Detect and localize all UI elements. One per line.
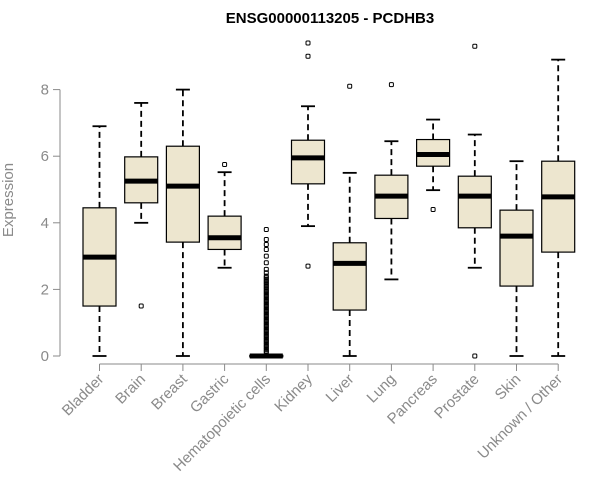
box-group [499, 160, 534, 357]
x-tick-label: Skin [492, 371, 525, 404]
outlier-point [263, 246, 269, 252]
outlier-point [305, 53, 311, 59]
box-group [332, 83, 367, 357]
box-group [82, 125, 117, 357]
x-tick-label: Brain [112, 371, 149, 408]
box-group [457, 43, 492, 359]
box [165, 145, 200, 243]
outlier-point [305, 263, 311, 269]
box-group [249, 226, 284, 359]
outlier-point [388, 82, 394, 88]
box [499, 209, 534, 287]
box-group [207, 162, 242, 269]
outlier-point [305, 40, 311, 46]
box-group [374, 82, 409, 281]
outlier-point [263, 266, 269, 272]
box [207, 215, 242, 251]
x-tick-label: Prostate [431, 371, 483, 423]
outlier-point [138, 303, 144, 309]
outlier-point [472, 43, 478, 49]
outlier-point [263, 260, 269, 266]
box [541, 160, 576, 253]
plot-area [82, 40, 576, 359]
y-tick-label: 0 [41, 348, 49, 365]
outlier-point [222, 162, 228, 168]
box-group [290, 40, 326, 269]
box-group [541, 58, 576, 357]
chart-title: ENSG00000113205 - PCDHB3 [226, 10, 434, 27]
outlier-point [263, 253, 269, 259]
box [457, 175, 492, 229]
outlier-point [263, 236, 269, 242]
y-tick-label: 2 [41, 281, 49, 298]
box-group [165, 88, 200, 357]
outlier-point [263, 241, 269, 247]
outlier-point [263, 270, 269, 276]
box [332, 242, 367, 311]
y-tick-label: 6 [41, 148, 49, 165]
x-tick-label: Breast [148, 370, 191, 413]
y-tick-label: 8 [41, 82, 49, 99]
y-tick-label: 4 [41, 215, 49, 232]
outlier-point [263, 273, 269, 279]
outlier-point [472, 353, 478, 359]
box [290, 139, 326, 185]
box-group [416, 118, 451, 212]
outlier-point [347, 83, 353, 89]
x-tick-label: Lung [364, 371, 400, 407]
x-tick-label: Bladder [59, 371, 108, 420]
outlier-point [263, 226, 269, 232]
x-tick-label: Liver [323, 371, 358, 406]
x-tick-label: Kidney [271, 370, 316, 415]
box-group [124, 102, 159, 309]
y-axis-label: Expression [0, 163, 17, 237]
outlier-point [430, 206, 436, 212]
y-axis: 0 2 4 6 8 [41, 82, 61, 365]
